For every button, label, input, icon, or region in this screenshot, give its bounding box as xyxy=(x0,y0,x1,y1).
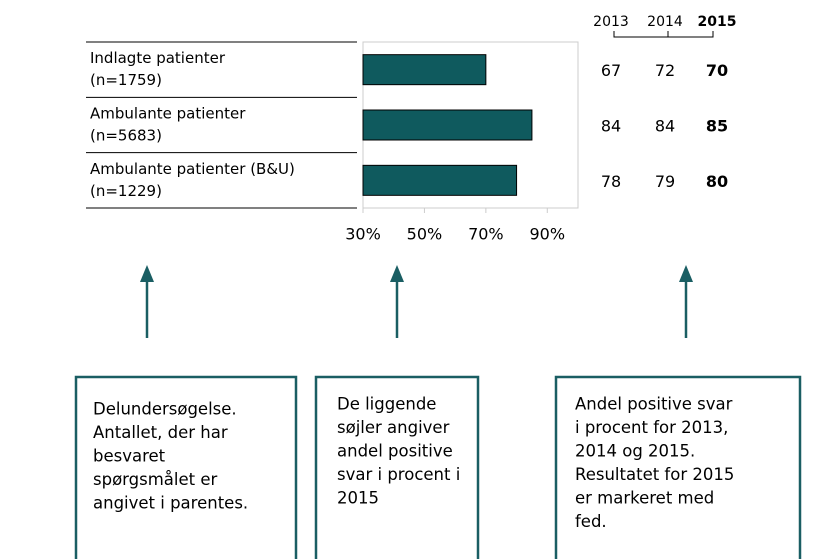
x-tick-label: 30% xyxy=(345,225,381,244)
annotation-text: spørgsmålet er xyxy=(93,470,218,489)
table-cell: 72 xyxy=(655,61,675,80)
table-cell: 80 xyxy=(706,172,728,191)
x-tick-label: 70% xyxy=(468,225,504,244)
arrows xyxy=(140,265,693,338)
arrow-head xyxy=(140,265,154,282)
annotation-text: fed. xyxy=(575,512,607,531)
column-header: 2015 xyxy=(698,14,737,30)
annotation-text: De liggende xyxy=(337,395,436,414)
table-cell: 85 xyxy=(706,117,728,136)
annotation-box xyxy=(74,375,298,559)
category-label: (n=1229) xyxy=(90,182,162,200)
column-header: 2014 xyxy=(647,14,683,30)
table-cell: 84 xyxy=(655,117,675,136)
bar xyxy=(362,109,533,141)
annotation-text: 2015 xyxy=(337,489,379,508)
column-header: 2013 xyxy=(593,14,629,30)
bar xyxy=(362,164,518,196)
table-cell: 70 xyxy=(706,61,728,80)
arrow-head xyxy=(679,265,693,282)
table-cell: 79 xyxy=(655,172,675,191)
bar xyxy=(362,54,487,86)
annotation-text: besvaret xyxy=(93,447,166,466)
table-cell: 67 xyxy=(601,61,621,80)
category-label: (n=1759) xyxy=(90,71,162,89)
annotation-text: svar i procent i xyxy=(337,465,460,484)
category-label: Ambulante patienter (B&U) xyxy=(90,160,295,178)
table-cell: 78 xyxy=(601,172,621,191)
category-label: (n=5683) xyxy=(90,127,162,145)
annotation-text: 2014 og 2015. xyxy=(575,442,695,461)
annotation-text: Antallet, der har xyxy=(93,423,228,442)
annotation-boxes xyxy=(74,375,802,559)
arrow-head xyxy=(390,265,404,282)
annotation-box xyxy=(314,375,480,559)
annotation-text: er markeret med xyxy=(575,489,714,508)
category-label: Ambulante patienter xyxy=(90,105,246,123)
year-bracket xyxy=(613,31,714,38)
annotation-text: Delundersøgelse. xyxy=(93,400,237,419)
bracket xyxy=(613,31,714,38)
x-tick-label: 50% xyxy=(407,225,443,244)
category-label: Indlagte patienter xyxy=(90,49,226,67)
annotation-text: Resultatet for 2015 xyxy=(575,465,734,484)
annotation-box xyxy=(554,375,802,559)
annotation-text: andel positive xyxy=(337,442,453,461)
annotation-text: søjler angiver xyxy=(337,418,450,437)
annotation-text: i procent for 2013, xyxy=(575,418,728,437)
table-cell: 84 xyxy=(601,117,621,136)
annotation-text: angivet i parentes. xyxy=(93,494,248,513)
x-tick-label: 90% xyxy=(530,225,566,244)
annotation-text: Andel positive svar xyxy=(575,395,733,414)
